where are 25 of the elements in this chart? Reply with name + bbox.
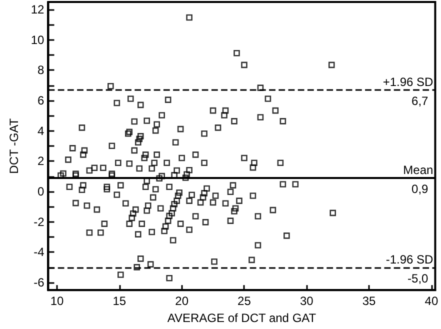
y-tick-label: -2	[34, 214, 45, 229]
y-tick-label: -4	[34, 245, 45, 260]
y-tick-label: 10	[30, 32, 45, 47]
y-tick-label: 4	[38, 124, 45, 138]
x-axis-title: AVERAGE of DCT and GAT	[167, 311, 317, 325]
annotation: 0,9	[412, 182, 429, 196]
ref-line-label: Mean	[403, 162, 434, 177]
x-tick-label: 30	[300, 294, 314, 308]
y-axis-title: DCT -GAT	[7, 118, 21, 174]
x-tick-label: 10	[50, 294, 64, 308]
x-tick-label: 25	[238, 294, 252, 308]
y-tick-label: -6	[34, 276, 45, 290]
x-tick-label: 15	[112, 294, 126, 308]
annotation: 6,7	[412, 94, 429, 108]
y-tick-label: 12	[30, 2, 45, 17]
y-tick-label: 6	[38, 94, 45, 108]
y-tick-label: 8	[38, 63, 45, 78]
ref-line-label: -1.96 SD	[386, 252, 434, 266]
y-tick-label: 2	[38, 154, 45, 168]
annotation: -5,0	[408, 271, 429, 286]
ref-line-label: +1.96 SD	[382, 74, 434, 89]
x-tick-label: 20	[175, 294, 189, 308]
x-tick-label: 35	[362, 294, 376, 308]
x-tick-label: 40	[424, 294, 438, 308]
y-tick-label: 0	[38, 184, 45, 199]
